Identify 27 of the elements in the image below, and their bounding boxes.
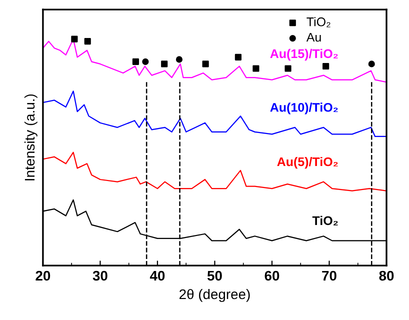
series-label: TiO₂ <box>312 216 338 226</box>
x-tick-label: 40 <box>150 270 165 281</box>
point <box>142 58 149 65</box>
x-tick-label: 60 <box>264 270 280 281</box>
point <box>71 36 78 42</box>
legend-label: TiO₂ <box>306 17 330 28</box>
x-tick-label: 70 <box>322 270 336 281</box>
point <box>202 60 209 68</box>
point <box>368 60 375 68</box>
point <box>252 65 260 72</box>
point <box>176 56 183 63</box>
x-tick-label: 80 <box>379 270 394 281</box>
legend-label: Au <box>306 32 321 42</box>
y-axis-title: Intensity (a.u.) <box>24 94 38 180</box>
series-label: Au(10)/TiO₂ <box>270 102 338 114</box>
x-tick-label: 50 <box>207 270 222 281</box>
series-label: Au(5)/TiO₂ <box>277 156 338 169</box>
point <box>84 38 91 45</box>
point <box>284 65 292 72</box>
x-tick-label: 20 <box>36 270 50 281</box>
point <box>234 54 242 60</box>
point <box>161 60 168 68</box>
point <box>322 62 330 70</box>
x-tick-label: 30 <box>92 270 108 281</box>
point <box>132 58 139 65</box>
x-axis-title: 2θ (degree) <box>180 288 250 302</box>
series-label: Au(15)/TiO₂ <box>270 48 338 61</box>
